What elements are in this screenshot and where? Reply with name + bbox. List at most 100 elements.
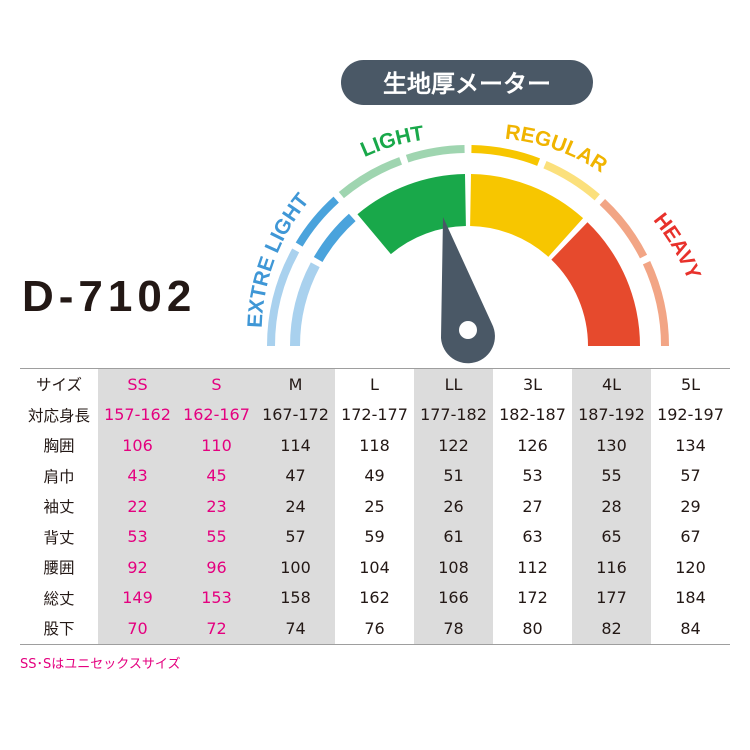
table-cell: 80 (493, 613, 572, 645)
table-cell: 70 (98, 613, 177, 645)
outer-ring-heavy-b (642, 261, 669, 346)
table-cell: 27 (522, 496, 543, 516)
label-heavy: HEAVY (649, 209, 705, 283)
segment-heavy (551, 222, 640, 346)
table-cell: 120 (675, 557, 706, 577)
table-cell: 43 (98, 460, 177, 491)
row-label: 対応身長 (27, 406, 90, 425)
table-cell: 63 (522, 527, 543, 547)
table-cell: 57 (680, 466, 701, 486)
table-cell: 53 (522, 466, 543, 486)
table-cell: 24 (256, 491, 335, 522)
table-cell: 53 (98, 521, 177, 552)
table-cell: 177-182 (414, 399, 493, 430)
table-cell: 76 (335, 613, 414, 645)
outer-ring-heavy-a (599, 198, 648, 259)
table-cell: 22 (98, 491, 177, 522)
table-cell: 92 (98, 552, 177, 583)
table-cell: 158 (256, 582, 335, 613)
model-number: D-7102 (22, 272, 197, 321)
table-cell: 28 (572, 491, 651, 522)
row-label: 腰囲 (43, 559, 75, 578)
table-cell: 84 (651, 613, 730, 645)
row-label: 背丈 (43, 528, 75, 547)
table-cell: 149 (98, 582, 177, 613)
table-cell: 162 (359, 588, 390, 608)
segment-regular (470, 174, 584, 257)
outer-ring-light-a (338, 157, 402, 199)
table-cell: 67 (680, 527, 701, 547)
table-cell: 166 (414, 582, 493, 613)
table-cell: 112 (517, 557, 548, 577)
table-cell: 72 (177, 613, 256, 645)
size-header-cell: 5L (651, 368, 730, 400)
table-cell: 108 (414, 552, 493, 583)
size-header-cell: L (335, 368, 414, 400)
table-row: 袖丈 22 23 24 25 26 27 28 29 (20, 491, 730, 522)
size-header-cell: 4L (572, 368, 651, 400)
table-cell: 172-177 (341, 405, 408, 425)
table-cell: 187-192 (572, 399, 651, 430)
table-cell: 25 (364, 496, 385, 516)
table-cell: 55 (177, 521, 256, 552)
table-cell: 106 (98, 430, 177, 461)
table-cell: 55 (572, 460, 651, 491)
size-header-cell: S (177, 368, 256, 400)
table-cell: 182-187 (499, 405, 566, 425)
table-cell: 116 (572, 552, 651, 583)
segment-extra-light-a (290, 262, 320, 346)
row-label: 総丈 (43, 589, 75, 608)
table-cell: 26 (414, 491, 493, 522)
table-cell: 82 (572, 613, 651, 645)
segment-extra-light-b (313, 213, 356, 262)
outer-ring-regular-a (471, 145, 541, 166)
outer-ring-regular-b (543, 160, 600, 201)
table-cell: 134 (675, 435, 706, 455)
gauge-needle (441, 217, 495, 364)
table-row: 胸囲 106 110 114 118 122 126 130 134 (20, 430, 730, 461)
table-cell: 100 (256, 552, 335, 583)
table-cell: 177 (572, 582, 651, 613)
table-cell: 122 (414, 430, 493, 461)
table-cell: 110 (177, 430, 256, 461)
row-label: 股下 (20, 613, 98, 645)
table-row: 股下 70 72 74 76 78 80 82 84 (20, 613, 730, 645)
outer-ring-extra-light-a (267, 248, 300, 346)
table-cell: 172 (517, 588, 548, 608)
table-cell: 49 (364, 466, 385, 486)
table-cell: 59 (364, 527, 385, 547)
row-label: 肩巾 (43, 467, 75, 486)
table-cell: 153 (177, 582, 256, 613)
table-row: 腰囲 92 96 100 104 108 112 116 120 (20, 552, 730, 583)
table-cell: 104 (359, 557, 390, 577)
table-cell: 167-172 (256, 399, 335, 430)
table-cell: 78 (414, 613, 493, 645)
table-cell: 45 (177, 460, 256, 491)
table-row: 肩巾 43 45 47 49 51 53 55 57 (20, 460, 730, 491)
table-row: 総丈 149 153 158 162 166 172 177 184 (20, 582, 730, 613)
table-cell: 23 (177, 491, 256, 522)
table-cell: 118 (359, 435, 390, 455)
row-label: 胸囲 (43, 437, 75, 456)
unisex-note: SS･Sはユニセックスサイズ (20, 657, 181, 672)
table-cell: 96 (177, 552, 256, 583)
outer-ring-extra-light-b (295, 196, 339, 247)
row-label: 袖丈 (43, 498, 75, 517)
gauge-segments (267, 145, 669, 346)
table-cell: 74 (256, 613, 335, 645)
size-header-cell: 3L (493, 368, 572, 400)
table-row: 対応身長 157-162 162-167 167-172 172-177 177-182 1… (20, 399, 730, 430)
table-cell: 65 (572, 521, 651, 552)
gauge-title-pill (341, 60, 593, 105)
table-cell: 157-162 (98, 399, 177, 430)
table-cell: 130 (572, 430, 651, 461)
table-cell: 29 (680, 496, 701, 516)
segment-light (357, 174, 466, 255)
table-cell: 57 (256, 521, 335, 552)
table-cell: 47 (256, 460, 335, 491)
size-table: サイズ SS S M L LL 3L 4L 5L 対応身長 157-162 162-167 167-17… (20, 368, 730, 645)
table-row: サイズ SS S M L LL 3L 4L 5L (20, 368, 730, 400)
size-header-cell: LL (414, 368, 493, 400)
outer-ring-light-b (405, 145, 465, 163)
table-cell: 51 (414, 460, 493, 491)
